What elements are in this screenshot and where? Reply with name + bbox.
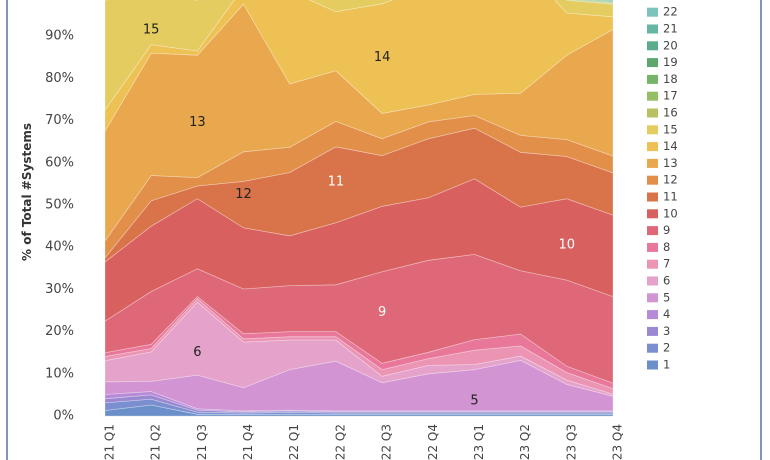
legend-label-18: 18: [663, 72, 678, 86]
legend-swatch-10: [647, 209, 658, 219]
legend-label-11: 11: [663, 190, 678, 204]
x-tick-label: 23 Q2: [518, 424, 532, 460]
area-series-18[interactable]: [105, 0, 614, 3]
area-label-5: 5: [470, 394, 478, 409]
y-tick-label: 70%: [45, 113, 74, 128]
y-tick-label: 10%: [45, 366, 74, 381]
legend-swatch-17: [647, 91, 658, 101]
x-tick-label: 22 Q1: [287, 424, 301, 460]
y-tick-label: 80%: [45, 71, 74, 86]
legend-label-3: 3: [663, 324, 670, 338]
x-tick-label: 22 Q3: [380, 424, 394, 460]
x-tick-label: 23 Q4: [611, 424, 625, 460]
y-tick-label: 50%: [45, 198, 74, 213]
legend-label-8: 8: [663, 240, 670, 254]
legend-label-6: 6: [663, 274, 670, 288]
y-tick-label: 20%: [45, 324, 74, 339]
area-label-12: 12: [235, 187, 252, 202]
area-label-15: 15: [143, 22, 160, 37]
x-tick-label: 22 Q2: [333, 424, 347, 460]
legend-swatch-22: [647, 7, 658, 17]
area-series-17[interactable]: [104, 0, 614, 4]
x-tick-label: 23 Q1: [472, 424, 486, 460]
legend-label-1: 1: [663, 358, 670, 372]
legend-swatch-12: [647, 175, 658, 185]
x-tick-label: 22 Q4: [426, 424, 440, 460]
area-series-20[interactable]: [105, 0, 614, 2]
legend-swatch-3: [647, 326, 658, 336]
area-label-13: 13: [189, 115, 206, 130]
frame-border-left: [6, 0, 8, 460]
legend-swatch-6: [647, 276, 658, 286]
legend-label-22: 22: [663, 5, 678, 19]
legend-label-13: 13: [663, 156, 678, 170]
legend-label-21: 21: [663, 22, 678, 36]
legend-swatch-9: [647, 226, 658, 236]
area-series-15[interactable]: [104, 0, 614, 112]
legend-label-10: 10: [663, 206, 678, 220]
legend-label-12: 12: [663, 173, 678, 187]
area-label-14: 14: [374, 50, 391, 65]
legend-label-20: 20: [663, 38, 678, 52]
y-tick-label: 30%: [45, 282, 74, 297]
area-label-6: 6: [193, 345, 201, 360]
legend-swatch-4: [647, 310, 658, 320]
legend-swatch-19: [647, 58, 658, 68]
legend-label-14: 14: [663, 139, 678, 153]
legend-swatch-13: [647, 158, 658, 168]
legend-label-17: 17: [663, 89, 678, 103]
legend-swatch-1: [647, 360, 658, 370]
area-series-group: [104, 0, 614, 417]
legend-swatch-2: [647, 343, 658, 353]
area-series-14[interactable]: [104, 0, 614, 133]
y-tick-label: 40%: [45, 240, 74, 255]
legend-label-4: 4: [663, 307, 670, 321]
legend-swatch-8: [647, 242, 658, 252]
area-label-11: 11: [328, 174, 345, 189]
legend-label-2: 2: [663, 341, 670, 355]
legend-swatch-7: [647, 259, 658, 269]
legend-swatch-11: [647, 192, 658, 202]
legend-swatch-5: [647, 293, 658, 303]
x-tick-label: 21 Q4: [241, 424, 255, 460]
legend-swatch-20: [647, 41, 658, 51]
x-tick-label: 21 Q1: [103, 424, 117, 460]
legend-swatch-18: [647, 74, 658, 84]
legend-label-19: 19: [663, 55, 678, 69]
legend-label-15: 15: [663, 122, 678, 136]
legend-label-16: 16: [663, 106, 678, 120]
legend-swatch-16: [647, 108, 658, 118]
legend-swatch-14: [647, 142, 658, 152]
y-tick-label: 90%: [45, 29, 74, 44]
area-labels: 15 13 12 14 11 9 10 6 5: [143, 22, 575, 408]
y-tick-label: 60%: [45, 155, 74, 170]
legend-swatch-15: [647, 125, 658, 135]
area-label-9: 9: [378, 305, 386, 320]
x-tick-label: 21 Q2: [149, 424, 163, 460]
frame-border-right: [760, 0, 762, 460]
area-label-10: 10: [559, 238, 576, 253]
area-series-16[interactable]: [104, 0, 614, 5]
legend-label-5: 5: [663, 290, 670, 304]
x-tick-label: 21 Q3: [195, 424, 209, 460]
y-tick-label: 0%: [53, 409, 74, 424]
legend-swatch-21: [647, 24, 658, 34]
legend-label-9: 9: [663, 223, 670, 237]
legend-label-7: 7: [663, 257, 670, 271]
y-tick-labels: 0% 10% 20% 30% 40% 50% 60% 70% 80% 90%: [45, 29, 74, 424]
x-tick-labels: 21 Q1 21 Q2 21 Q3 21 Q4 22 Q1 22 Q2 22 Q3 22 Q4…: [103, 424, 625, 460]
x-tick-label: 23 Q3: [564, 424, 578, 460]
